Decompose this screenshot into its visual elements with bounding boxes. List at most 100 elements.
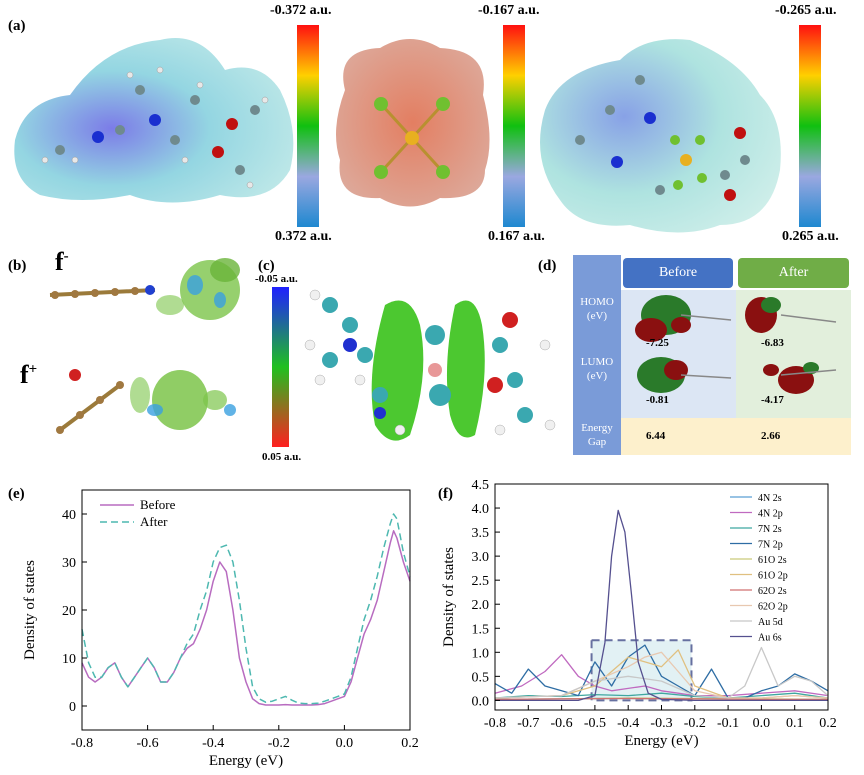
colorbar-2-top: -0.167 a.u. xyxy=(478,3,540,18)
x-tick-label: -0.2 xyxy=(684,716,706,731)
esp-surface-cation xyxy=(14,38,294,203)
legend-label: 4N 2p xyxy=(758,509,783,520)
fukui-minus-label: f- xyxy=(55,247,69,276)
panel-c-graphic xyxy=(272,287,556,447)
x-tick-label: -0.8 xyxy=(484,716,506,731)
x-tick-label: -0.2 xyxy=(268,736,290,751)
lumo-before-orbital xyxy=(637,357,688,393)
panel-c-label: (c) xyxy=(258,258,275,274)
x-tick-label: -0.6 xyxy=(551,716,573,731)
orbital-images xyxy=(635,295,837,394)
legend-label: Before xyxy=(140,497,176,512)
series-line-1 xyxy=(81,513,411,705)
series-line-1 xyxy=(494,654,829,697)
y-tick-label: 2.0 xyxy=(472,598,490,613)
x-tick-label: 0.2 xyxy=(401,736,419,751)
gap-before-value: 6.44 xyxy=(646,430,666,442)
x-tick-label: 0.0 xyxy=(753,716,771,731)
series-line-9 xyxy=(495,509,828,702)
panel-a-graphic xyxy=(14,25,821,233)
lumo-before-value: -0.81 xyxy=(646,394,669,406)
panel-a-label: (a) xyxy=(8,18,26,34)
x-tick-label: -0.7 xyxy=(517,716,539,731)
y-tick-label: 0.0 xyxy=(472,694,490,709)
y-axis-label: Density of states xyxy=(22,560,38,660)
y-tick-label: 1.5 xyxy=(472,622,490,637)
pdos-chart-f: -0.8 -0.7 -0.6 -0.5 -0.4 -0.3 -0.2 -0.1 0.0 0.1 0.… xyxy=(441,478,837,749)
panel-b-label: (b) xyxy=(8,258,27,274)
fukui-plus-label: f+ xyxy=(20,360,38,389)
y-tick-label: 10 xyxy=(62,652,76,667)
legend-label: 61O 2s xyxy=(758,555,787,566)
x-tick-label: 0.1 xyxy=(786,716,804,731)
legend: Before After xyxy=(100,497,176,529)
legend-label: Au 6s xyxy=(758,633,782,644)
legend-label: 62O 2s xyxy=(758,586,787,597)
esp-surface-complex xyxy=(540,39,781,233)
homo-before-value: -7.25 xyxy=(646,337,669,349)
colorbar-3-top: -0.265 a.u. xyxy=(775,3,837,18)
x-tick-label: -0.4 xyxy=(202,736,224,751)
x-tick-label: 0.2 xyxy=(819,716,837,731)
row-label-lumo: LUMO (eV) xyxy=(580,356,614,382)
row-label-energy-gap: Energy Gap xyxy=(581,422,613,448)
y-tick-label: 20 xyxy=(62,604,76,619)
x-axis-label: Energy (eV) xyxy=(209,753,283,769)
y-tick-label: 3.0 xyxy=(472,550,490,565)
x-tick-label: -0.3 xyxy=(650,716,672,731)
esp-colorbar-2 xyxy=(503,25,525,227)
legend-label: 62O 2p xyxy=(758,602,788,613)
x-tick-label: -0.4 xyxy=(617,716,639,731)
legend: 4N 2s 4N 2p 7N 2s 7N 2p 61O 2s 61O 2p 62O 2s 62… xyxy=(730,493,788,644)
legend-label: 61O 2p xyxy=(758,571,788,582)
x-tick-label: -0.6 xyxy=(137,736,159,751)
y-tick-label: 4.0 xyxy=(472,502,490,517)
y-tick-label: 3.5 xyxy=(472,526,490,541)
colorbar-3-bottom: 0.265 a.u. xyxy=(782,229,839,244)
legend-label: 7N 2p xyxy=(758,540,783,551)
panel-c-colorbar-bottom: 0.05 a.u. xyxy=(262,451,302,463)
frontier-orbital-table: Before After HOMO (eV) LUMO (eV) Energy Gap… xyxy=(573,255,851,455)
y-tick-label: 4.5 xyxy=(472,478,490,493)
y-axis-label: Density of states xyxy=(441,547,457,647)
colorbar-1-bottom: 0.372 a.u. xyxy=(275,229,332,244)
legend-label: 4N 2s xyxy=(758,493,782,504)
panel-e-label: (e) xyxy=(8,486,25,502)
esp-surface-aucl4 xyxy=(336,39,490,207)
colorbar-2-bottom: 0.167 a.u. xyxy=(488,229,545,244)
y-tick-label: 0 xyxy=(69,700,76,715)
x-tick-label: -0.5 xyxy=(584,716,606,731)
igm-molecular-graphic xyxy=(304,289,556,441)
column-header-before: Before xyxy=(623,258,733,288)
panel-c-colorbar-top: -0.05 a.u. xyxy=(255,273,298,285)
homo-after-orbital xyxy=(745,297,781,333)
esp-colorbar-1 xyxy=(297,25,319,227)
row-label-homo: HOMO (eV) xyxy=(580,296,614,322)
esp-colorbar-3 xyxy=(799,25,821,227)
series-line-0 xyxy=(81,530,411,706)
colorbar-1-top: -0.372 a.u. xyxy=(270,3,332,18)
y-tick-label: 30 xyxy=(62,556,76,571)
fukui-minus-isosurface xyxy=(49,258,240,320)
lumo-after-orbital xyxy=(763,362,819,394)
legend-label: 7N 2s xyxy=(758,524,782,535)
y-tick-label: 2.5 xyxy=(472,574,490,589)
x-tick-label: 0.0 xyxy=(336,736,354,751)
dos-chart-e: -0.8 -0.6 -0.4 -0.2 0.0 0.2 0 10 20 30 40 Energy (e… xyxy=(22,489,419,769)
y-tick-label: 40 xyxy=(62,508,76,523)
homo-before-orbital xyxy=(635,295,691,342)
panel-d-label: (d) xyxy=(538,258,557,274)
series-line-8 xyxy=(494,646,829,699)
y-tick-label: 0.5 xyxy=(472,670,490,685)
legend-label: Au 5d xyxy=(758,617,783,628)
y-tick-label: 1.0 xyxy=(472,646,490,661)
panel-f-label: (f) xyxy=(438,486,453,502)
x-axis-label: Energy (eV) xyxy=(624,733,698,749)
gap-after-value: 2.66 xyxy=(761,430,781,442)
igm-colorbar xyxy=(272,287,289,447)
x-tick-label: -0.8 xyxy=(71,736,93,751)
x-tick-label: -0.1 xyxy=(717,716,739,731)
legend-label: After xyxy=(140,514,168,529)
axes-frame xyxy=(81,489,411,731)
fukui-plus-isosurface xyxy=(56,369,236,434)
